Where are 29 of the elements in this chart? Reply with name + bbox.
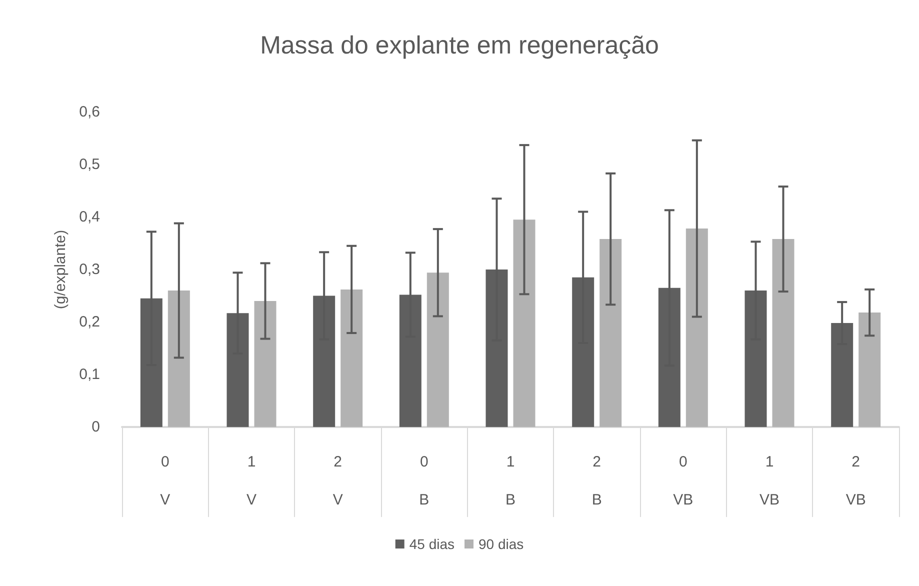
bar bbox=[686, 228, 708, 427]
category-label: 1 B bbox=[505, 454, 516, 508]
legend-label: 45 dias bbox=[409, 536, 455, 552]
bar bbox=[340, 289, 363, 427]
category-label: 1 V bbox=[246, 454, 257, 508]
bar bbox=[600, 239, 622, 427]
category-label: 0 VB bbox=[673, 454, 694, 508]
category-label: 2 VB bbox=[846, 454, 866, 508]
y-axis-title: (g/explante) bbox=[52, 230, 70, 310]
legend-label: 90 dias bbox=[478, 536, 524, 552]
category-label: 2 V bbox=[332, 454, 343, 508]
y-tick-label: 0,5 bbox=[79, 156, 100, 173]
y-tick-label: 0,2 bbox=[79, 314, 100, 330]
bar bbox=[858, 312, 881, 427]
chart-title: Massa do explante em regeneração bbox=[260, 32, 659, 60]
y-tick-label: 0,3 bbox=[79, 261, 100, 278]
bar bbox=[426, 272, 449, 427]
y-tick-label: 0,4 bbox=[79, 208, 100, 226]
bar bbox=[168, 290, 190, 427]
bar bbox=[254, 301, 276, 427]
category-label: 2 B bbox=[592, 454, 602, 508]
category-label: 0 B bbox=[419, 454, 430, 508]
bar bbox=[772, 239, 794, 427]
category-label: 0 V bbox=[160, 454, 170, 508]
y-tick-label: 0 bbox=[92, 418, 100, 436]
bar bbox=[513, 220, 536, 427]
y-tick-label: 0,6 bbox=[79, 104, 100, 120]
y-tick-label: 0,1 bbox=[79, 366, 100, 383]
category-label: 1 VB bbox=[759, 454, 780, 508]
